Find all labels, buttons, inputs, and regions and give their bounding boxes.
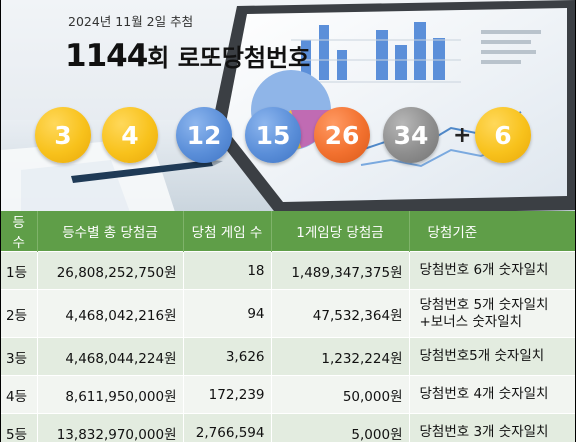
cell-criteria: 당첨번호 5개 숫자일치 +보너스 숫자일치 [409, 289, 575, 338]
number-ball-2: 4 [102, 107, 158, 163]
cell-criteria: 당첨번호 6개 숫자일치 [409, 251, 575, 290]
number-ball-4: 15 [245, 107, 301, 163]
table-row: 5등 13,832,970,000원 2,766,594 5,000원 당첨번호… [1, 413, 575, 442]
cell-total-prize: 8,611,950,000원 [37, 375, 184, 414]
number-ball-3: 12 [176, 107, 232, 163]
cell-rank: 5등 [1, 413, 38, 442]
col-header-winners: 당첨 게임 수 [183, 211, 272, 252]
cell-total-prize: 4,468,044,224원 [37, 337, 184, 376]
table-header-row: 등수 등수별 총 당첨금 당첨 게임 수 1게임당 당첨금 당첨기준 [1, 211, 575, 252]
cell-per-game-prize: 47,532,364원 [271, 289, 410, 338]
prize-table: 등수 등수별 총 당첨금 당첨 게임 수 1게임당 당첨금 당첨기준 1등 26… [1, 211, 575, 442]
cell-winners: 172,239 [183, 375, 272, 414]
cell-rank: 3등 [1, 337, 38, 376]
bonus-ball: 6 [475, 107, 531, 163]
number-ball-1: 3 [35, 107, 91, 163]
draw-date: 2024년 11월 2일 추첨 [68, 14, 194, 29]
cell-criteria: 당첨번호 3개 숫자일치 [409, 413, 575, 442]
round-title-suffix: 회 로또당첨번호 [147, 44, 311, 72]
col-header-rank: 등수 [1, 211, 38, 252]
number-ball-5: 26 [314, 107, 370, 163]
cell-winners: 18 [183, 251, 272, 290]
round-number: 1144 [65, 38, 148, 74]
hero-banner: 2024년 11월 2일 추첨 1144회 로또당첨번호 3 4 12 15 2… [1, 0, 575, 215]
number-ball-6: 34 [383, 107, 439, 163]
col-header-criteria: 당첨기준 [409, 211, 575, 252]
cell-criteria: 당첨번호5개 숫자일치 [409, 337, 575, 376]
criteria-line-2: +보너스 숫자일치 [419, 313, 523, 330]
cell-winners: 94 [183, 289, 272, 338]
page-title: 1144회 로또당첨번호 [65, 38, 310, 74]
cell-rank: 1등 [1, 251, 38, 290]
cell-criteria: 당첨번호 4개 숫자일치 [409, 375, 575, 414]
table-row: 2등 4,468,042,216원 94 47,532,364원 당첨번호 5개… [1, 289, 575, 338]
col-header-total-prize: 등수별 총 당첨금 [37, 211, 184, 252]
col-header-per-game-prize: 1게임당 당첨금 [271, 211, 410, 252]
hero-background-illustration [1, 0, 575, 215]
cell-per-game-prize: 50,000원 [271, 375, 410, 414]
cell-total-prize: 26,808,252,750원 [37, 251, 184, 290]
table-row: 1등 26,808,252,750원 18 1,489,347,375원 당첨번… [1, 251, 575, 290]
cell-rank: 4등 [1, 375, 38, 414]
cell-rank: 2등 [1, 289, 38, 338]
cell-total-prize: 13,832,970,000원 [37, 413, 184, 442]
cell-total-prize: 4,468,042,216원 [37, 289, 184, 338]
cell-per-game-prize: 1,232,224원 [271, 337, 410, 376]
criteria-line-1: 당첨번호 5개 숫자일치 [419, 296, 549, 313]
plus-sign: + [453, 123, 472, 148]
cell-per-game-prize: 5,000원 [271, 413, 410, 442]
cell-winners: 3,626 [183, 337, 272, 376]
table-row: 3등 4,468,044,224원 3,626 1,232,224원 당첨번호5… [1, 337, 575, 376]
cell-per-game-prize: 1,489,347,375원 [271, 251, 410, 290]
table-row: 4등 8,611,950,000원 172,239 50,000원 당첨번호 4… [1, 375, 575, 414]
cell-winners: 2,766,594 [183, 413, 272, 442]
